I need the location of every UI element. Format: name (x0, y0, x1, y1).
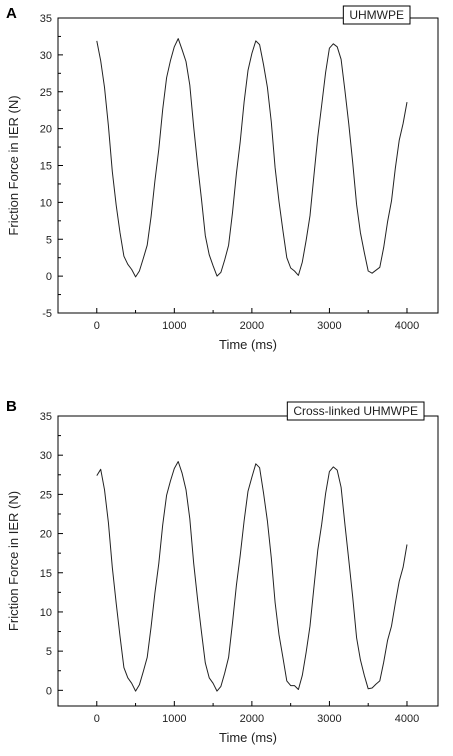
panel-letter: A (6, 5, 17, 22)
x-tick-label: 4000 (395, 320, 419, 332)
legend-box (342, 5, 411, 25)
x-tick-label: 1000 (162, 320, 186, 332)
x-axis-title: Time (ms) (219, 337, 277, 352)
y-tick-label: 10 (40, 607, 52, 619)
y-tick-label: 35 (40, 411, 52, 423)
y-tick-label: 20 (40, 124, 52, 136)
y-tick-label: 15 (40, 161, 52, 173)
legend-label: UHMWPE (349, 8, 404, 22)
x-tick-label: 1000 (162, 713, 186, 725)
y-axis-title: Friction Force in IER (N) (6, 491, 21, 631)
y-tick-label: 15 (40, 568, 52, 580)
legend-box (286, 401, 425, 421)
x-tick-label: 2000 (240, 713, 264, 725)
y-axis-title: Friction Force in IER (N) (6, 95, 21, 235)
plot-frame (57, 17, 439, 314)
x-tick-label: 2000 (240, 320, 264, 332)
y-tick-label: 5 (46, 646, 52, 658)
y-tick-label: 30 (40, 450, 52, 462)
series-line-0 (96, 461, 408, 692)
y-tick-label: 30 (40, 50, 52, 62)
y-tick-label: 5 (46, 234, 52, 246)
y-tick-label: 35 (40, 13, 52, 25)
y-tick-label: -5 (42, 308, 52, 320)
chart-panel-B: 0 5 10 15 20 25 30 35 0 1000 2000 3000 4000 Time (ms)… (6, 398, 439, 745)
x-axis-title: Time (ms) (219, 730, 277, 745)
x-tick-label: 3000 (317, 320, 341, 332)
panel-letter: B (6, 398, 17, 415)
y-tick-label: 0 (46, 685, 52, 697)
y-tick-label: 20 (40, 529, 52, 541)
x-tick-label: 3000 (317, 713, 341, 725)
y-tick-label: 10 (40, 197, 52, 209)
y-tick-label: 25 (40, 489, 52, 501)
y-tick-label: 0 (46, 271, 52, 283)
x-tick-label: 0 (94, 713, 100, 725)
legend-label: Cross-linked UHMWPE (293, 404, 418, 418)
series-line-0 (96, 38, 408, 278)
plot-frame (57, 415, 439, 707)
x-tick-label: 4000 (395, 713, 419, 725)
x-tick-label: 0 (94, 320, 100, 332)
y-tick-label: 25 (40, 87, 52, 99)
chart-panel-A: -5 0 5 10 15 20 25 30 35 0 1000 2000 3000 4000 Time (m… (6, 5, 439, 352)
